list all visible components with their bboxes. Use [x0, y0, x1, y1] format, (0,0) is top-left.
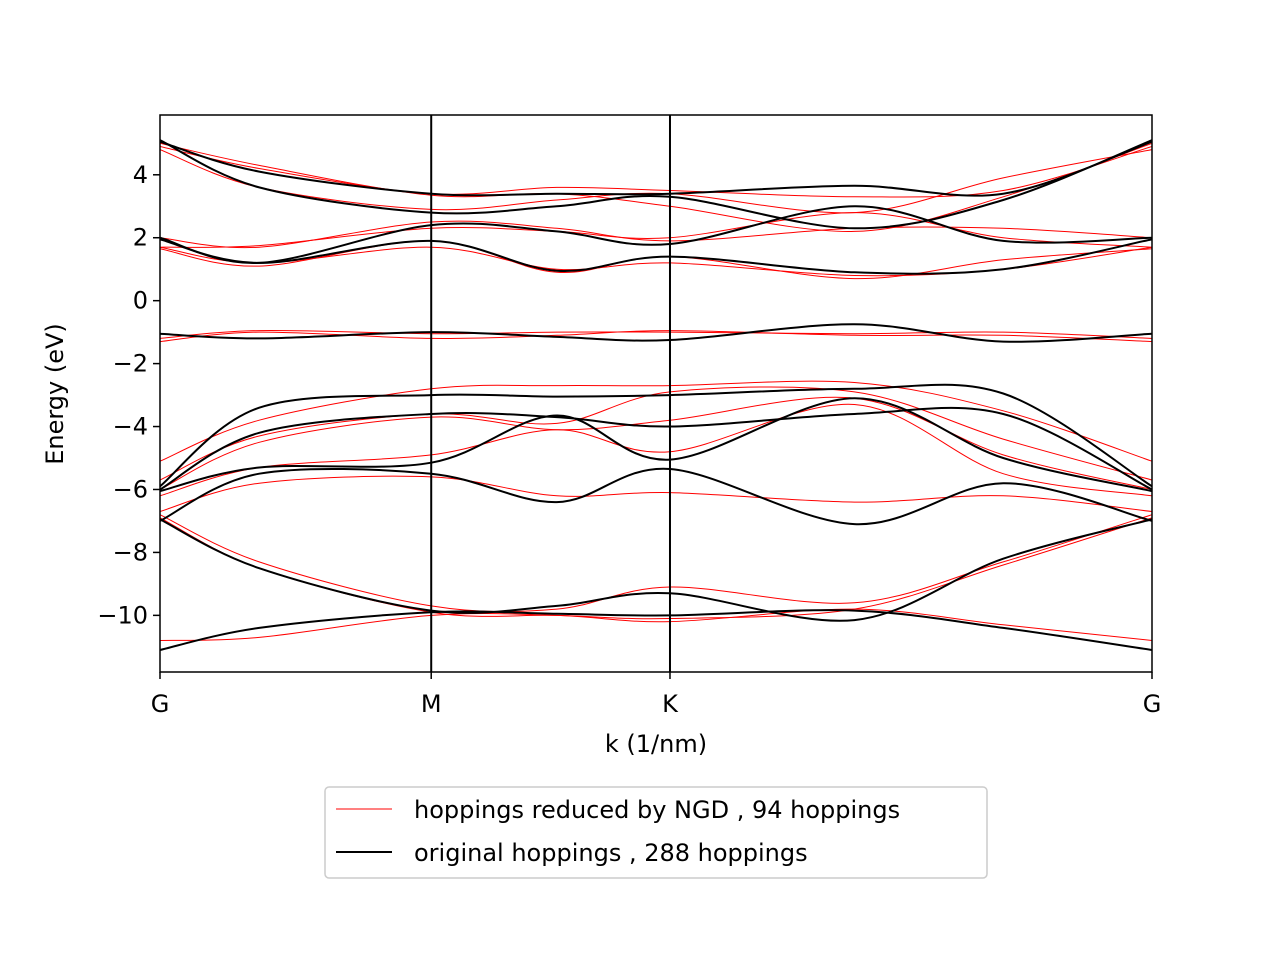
- original-band-line-7: [160, 406, 1152, 491]
- original-band-line-5: [160, 323, 1152, 343]
- legend-box: [324, 786, 988, 879]
- x-axis-label: k (1/nm): [605, 730, 707, 758]
- y-axis-ticks: 4 2 0 −2 −4 −6 −8 −10: [97, 161, 160, 629]
- x-tick-label: K: [662, 690, 679, 718]
- y-tick-label: 2: [133, 224, 148, 252]
- reduced-band-line-14: [160, 475, 1152, 512]
- reduced-band-line-13: [160, 403, 1152, 497]
- reduced-band-line-12: [160, 396, 1152, 490]
- series-original-hoppings: [160, 139, 1152, 651]
- original-band-line-8: [160, 397, 1152, 493]
- x-tick-label: G: [151, 690, 170, 718]
- high-symmetry-lines: [430, 115, 671, 672]
- x-tick-label: M: [421, 690, 442, 718]
- legend-label-original: original hoppings , 288 hoppings: [414, 839, 808, 867]
- reduced-band-line-15: [160, 514, 1152, 613]
- y-tick-label: −6: [113, 475, 148, 503]
- y-tick-label: −4: [113, 413, 148, 441]
- original-band-line-6: [160, 383, 1152, 488]
- y-tick-label: −2: [113, 350, 148, 378]
- original-band-line-1: [160, 139, 1152, 230]
- original-band-line-2: [160, 140, 1152, 197]
- y-tick-label: −10: [97, 601, 148, 629]
- legend-label-reduced: hoppings reduced by NGD , 94 hoppings: [414, 796, 900, 824]
- series-reduced-hoppings: [160, 142, 1152, 641]
- original-band-line-9: [160, 467, 1152, 526]
- axes-frame: [159, 114, 1153, 673]
- x-tick-label: G: [1143, 690, 1162, 718]
- reduced-band-line-10: [160, 380, 1152, 462]
- reduced-band-line-3: [160, 142, 1152, 232]
- original-band-line-3: [160, 205, 1152, 264]
- y-tick-label: −8: [113, 538, 148, 566]
- y-tick-label: 4: [133, 161, 148, 189]
- reduced-band-line-11: [160, 386, 1152, 481]
- original-band-line-10: [160, 518, 1152, 622]
- plot-area: [160, 139, 1152, 651]
- original-band-line-4: [160, 238, 1152, 275]
- reduced-band-line-17: [160, 608, 1152, 641]
- legend: hoppings reduced by NGD , 94 hoppings or…: [324, 786, 988, 879]
- y-axis-label: Energy (eV): [41, 323, 69, 465]
- reduced-band-line-9: [160, 330, 1152, 343]
- reduced-band-line-5: [160, 220, 1152, 249]
- reduced-band-line-1: [160, 146, 1152, 198]
- y-tick-label: 0: [133, 287, 148, 315]
- original-band-line-11: [160, 609, 1152, 651]
